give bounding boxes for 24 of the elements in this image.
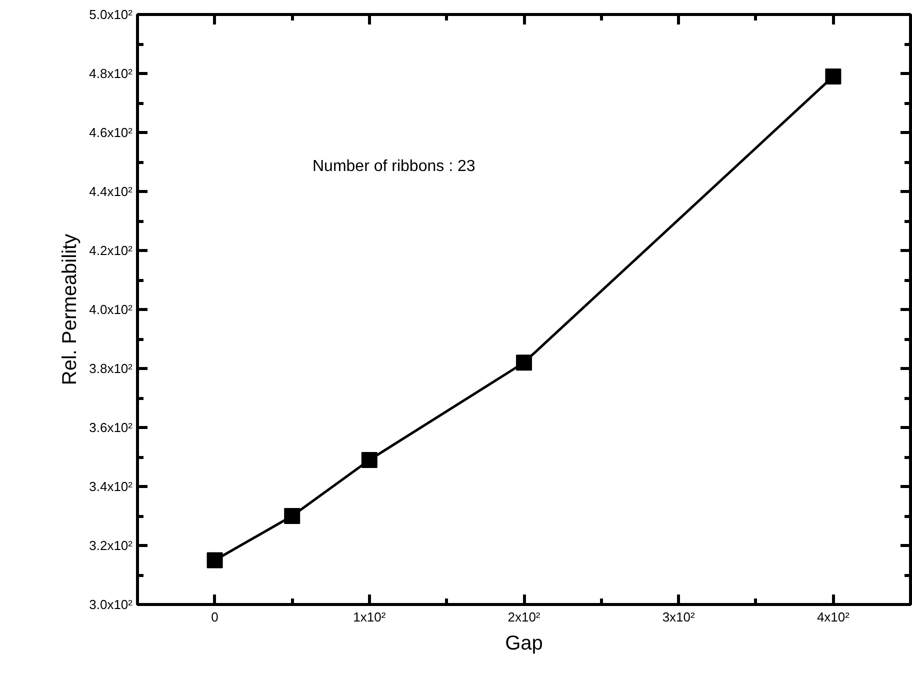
y-tick-label: 3.6x10² — [89, 420, 134, 435]
point — [206, 552, 223, 568]
point — [825, 68, 842, 84]
y-tick-label: 4.2x10² — [89, 243, 134, 258]
point — [516, 354, 532, 371]
x-tick-label: 0 — [211, 610, 218, 624]
x-tick-label: 3x10² — [662, 610, 696, 624]
y-tick-label: 5.0x10² — [89, 7, 134, 22]
y-tick-label: 4.8x10² — [89, 66, 134, 81]
y-tick-label: 3.4x10² — [89, 479, 134, 494]
x-tick-label: 1x10² — [353, 610, 386, 624]
annotation: Number of ribbons : 23 — [312, 158, 476, 175]
y-axis-title: Rel. Permeability — [59, 234, 82, 386]
x-tick-label: 4x10² — [816, 610, 850, 624]
y-tick-label: 4.4x10² — [89, 184, 134, 199]
y-tick-label: 3.2x10² — [89, 538, 134, 553]
x-tick-label: 2x10² — [508, 610, 541, 624]
point — [361, 452, 378, 468]
y-tick-label: 4.6x10² — [89, 125, 134, 140]
y-tick-label: 4.0x10² — [89, 302, 134, 317]
y-tick-label: 3.8x10² — [89, 361, 134, 376]
y-tick-label: 3.0x10² — [89, 597, 134, 612]
point — [284, 508, 300, 524]
x-axis-title: Gap — [505, 632, 543, 654]
